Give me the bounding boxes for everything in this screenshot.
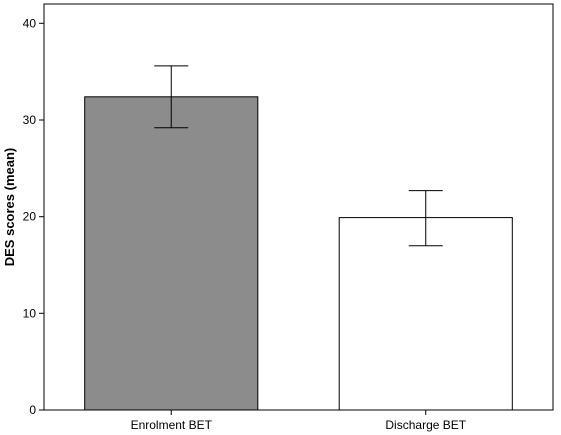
y-tick-label-1: 10 — [23, 306, 37, 320]
x-axis: Enrolment BET Discharge BET — [131, 410, 467, 432]
x-tick-label-0: Enrolment BET — [131, 418, 213, 432]
y-axis: 0 10 20 30 40 — [23, 16, 44, 417]
y-tick-label-4: 40 — [23, 16, 37, 30]
y-tick-label-0: 0 — [29, 403, 36, 417]
y-tick-label-2: 20 — [23, 210, 37, 224]
x-tick-label-1: Discharge BET — [385, 418, 466, 432]
y-axis-title: DES scores (mean) — [2, 148, 17, 267]
error-bars-layer — [154, 65, 443, 247]
y-tick-label-3: 30 — [23, 113, 37, 127]
bar-0 — [84, 96, 259, 411]
bar-1 — [338, 217, 513, 411]
